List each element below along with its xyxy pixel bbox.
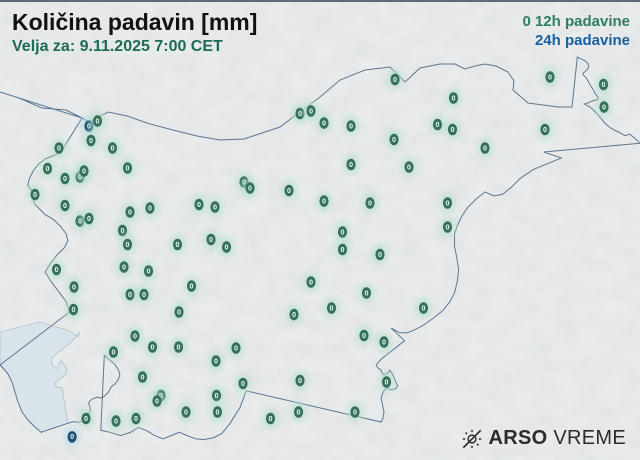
svg-text:0: 0 (292, 310, 296, 319)
svg-text:0: 0 (393, 75, 397, 84)
svg-text:0: 0 (122, 262, 126, 271)
svg-text:0: 0 (96, 116, 100, 125)
svg-text:0: 0 (33, 190, 37, 199)
svg-text:0: 0 (141, 372, 145, 381)
svg-text:0: 0 (297, 407, 301, 416)
svg-text:0: 0 (176, 240, 180, 249)
svg-text:0: 0 (112, 347, 116, 356)
svg-text:0: 0 (349, 121, 353, 130)
svg-text:0: 0 (151, 342, 155, 351)
svg-text:0: 0 (57, 143, 61, 152)
svg-text:0: 0 (214, 356, 218, 365)
svg-text:0: 0 (349, 160, 353, 169)
svg-text:0: 0 (392, 135, 396, 144)
svg-text:0: 0 (147, 266, 151, 275)
svg-text:0: 0 (128, 290, 132, 299)
svg-text:0: 0 (84, 414, 88, 423)
svg-text:0: 0 (177, 307, 181, 316)
svg-text:0: 0 (548, 72, 552, 81)
svg-text:0: 0 (248, 183, 252, 192)
svg-text:0: 0 (368, 198, 372, 207)
svg-text:0: 0 (543, 125, 547, 134)
svg-text:0: 0 (111, 143, 115, 152)
svg-text:0: 0 (63, 201, 67, 210)
svg-text:0: 0 (46, 164, 50, 173)
svg-text:0: 0 (452, 93, 456, 102)
svg-text:0: 0 (382, 337, 386, 346)
svg-text:0: 0 (362, 331, 366, 340)
svg-text:0: 0 (353, 407, 357, 416)
svg-text:0: 0 (114, 416, 118, 425)
svg-text:0: 0 (155, 396, 159, 405)
svg-text:0: 0 (378, 250, 382, 259)
svg-text:0: 0 (215, 391, 219, 400)
svg-text:0: 0 (330, 303, 334, 312)
svg-text:0: 0 (216, 407, 220, 416)
svg-text:0: 0 (133, 331, 137, 340)
svg-text:0: 0 (241, 379, 245, 388)
svg-text:0: 0 (121, 226, 125, 235)
svg-text:0: 0 (142, 290, 146, 299)
svg-text:0: 0 (446, 222, 450, 231)
svg-text:0: 0 (190, 281, 194, 290)
svg-text:0: 0 (436, 120, 440, 129)
svg-text:0: 0 (422, 303, 426, 312)
svg-text:0: 0 (446, 198, 450, 207)
svg-text:0: 0 (385, 377, 389, 386)
svg-text:0: 0 (213, 202, 217, 211)
svg-text:0: 0 (483, 143, 487, 152)
svg-text:0: 0 (209, 235, 213, 244)
svg-text:0: 0 (197, 200, 201, 209)
svg-text:0: 0 (128, 207, 132, 216)
svg-text:0: 0 (451, 125, 455, 134)
svg-text:0: 0 (269, 414, 273, 423)
svg-text:0: 0 (341, 245, 345, 254)
svg-text:0: 0 (234, 343, 238, 352)
svg-text:0: 0 (126, 240, 130, 249)
svg-text:0: 0 (341, 227, 345, 236)
svg-text:0: 0 (365, 288, 369, 297)
svg-text:0: 0 (134, 414, 138, 423)
svg-text:0: 0 (602, 80, 606, 89)
svg-text:0: 0 (82, 166, 86, 175)
svg-text:0: 0 (309, 106, 313, 115)
svg-text:0: 0 (72, 305, 76, 314)
svg-text:0: 0 (309, 277, 313, 286)
svg-text:0: 0 (298, 376, 302, 385)
svg-text:0: 0 (177, 342, 181, 351)
svg-text:0: 0 (407, 162, 411, 171)
svg-text:0: 0 (184, 407, 188, 416)
svg-text:0: 0 (126, 163, 130, 172)
svg-text:0: 0 (70, 432, 74, 441)
svg-text:0: 0 (322, 118, 326, 127)
svg-text:0: 0 (287, 186, 291, 195)
svg-text:0: 0 (63, 174, 67, 183)
svg-text:0: 0 (89, 136, 93, 145)
svg-text:0: 0 (148, 203, 152, 212)
svg-text:0: 0 (87, 214, 91, 223)
svg-text:0: 0 (322, 196, 326, 205)
svg-text:0: 0 (225, 242, 229, 251)
svg-text:0: 0 (602, 102, 606, 111)
svg-text:0: 0 (55, 265, 59, 274)
svg-text:0: 0 (298, 109, 302, 118)
svg-text:0: 0 (72, 282, 76, 291)
